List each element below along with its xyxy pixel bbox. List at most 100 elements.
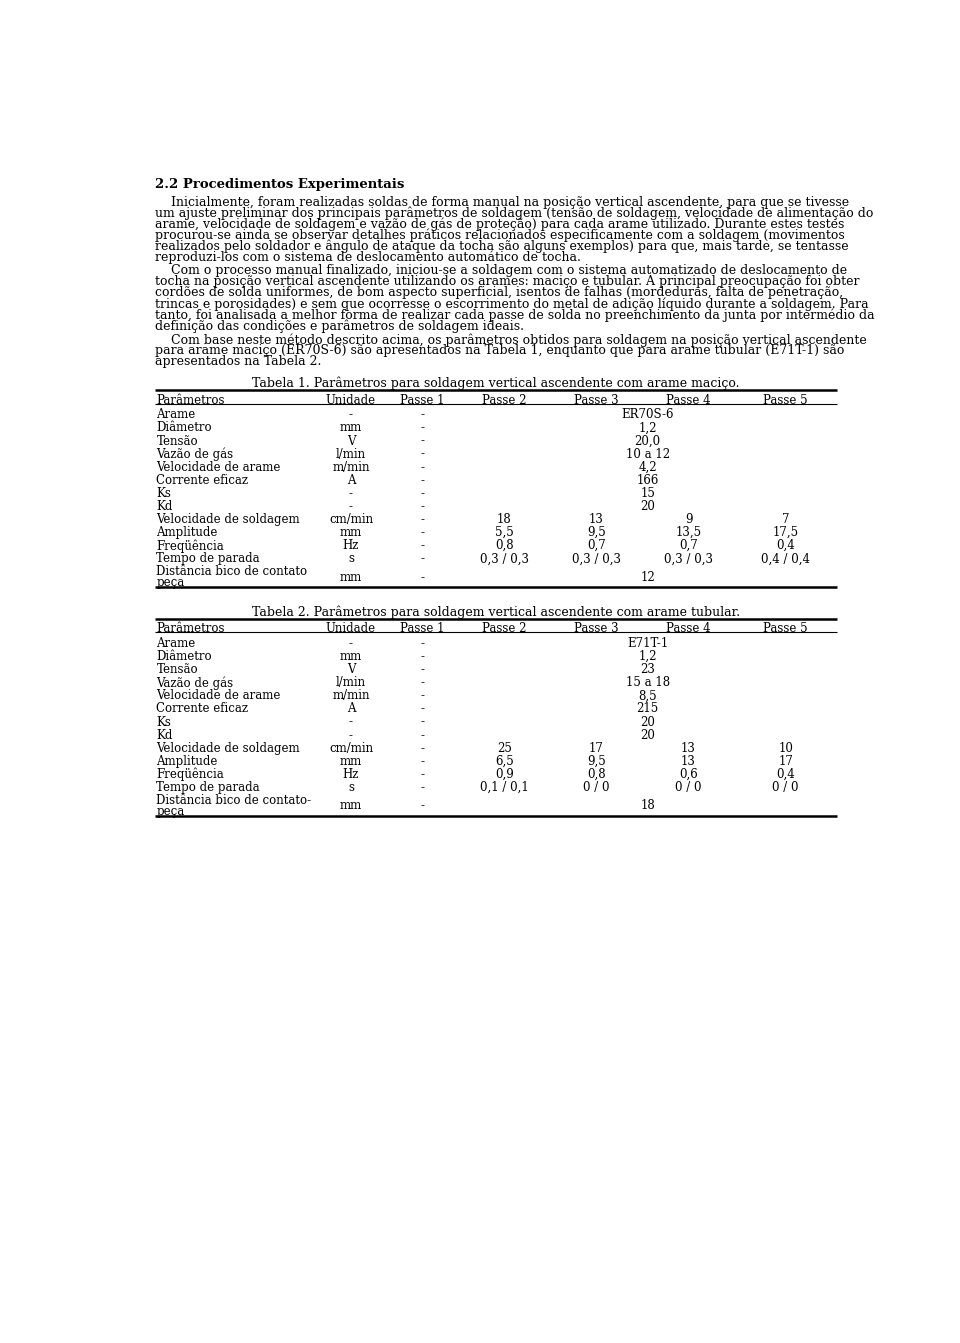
Text: Passe 4: Passe 4	[666, 393, 710, 407]
Text: cm/min: cm/min	[329, 513, 373, 526]
Text: 12: 12	[640, 571, 655, 584]
Text: mm: mm	[340, 571, 362, 584]
Text: -: -	[420, 447, 424, 461]
Text: Distância bico de contato: Distância bico de contato	[156, 565, 307, 579]
Text: apresentados na Tabela 2.: apresentados na Tabela 2.	[155, 355, 322, 368]
Text: m/min: m/min	[332, 461, 370, 474]
Text: -: -	[420, 741, 424, 755]
Text: -: -	[420, 637, 424, 650]
Text: 13,5: 13,5	[676, 526, 702, 539]
Text: 18: 18	[640, 799, 655, 813]
Text: um ajuste preliminar dos principais parâmetros de soldagem (tensão de soldagem, : um ajuste preliminar dos principais parâ…	[155, 207, 874, 220]
Text: Velocidade de soldagem: Velocidade de soldagem	[156, 741, 300, 755]
Text: -: -	[348, 716, 353, 728]
Text: -: -	[420, 408, 424, 422]
Text: 0,7: 0,7	[679, 540, 698, 552]
Text: Arame: Arame	[156, 408, 196, 422]
Text: Tensão: Tensão	[156, 435, 198, 447]
Text: -: -	[420, 513, 424, 526]
Text: -: -	[348, 637, 353, 650]
Text: Freqüência: Freqüência	[156, 768, 225, 782]
Text: definição das condições e parâmetros de soldagem ideais.: definição das condições e parâmetros de …	[155, 320, 524, 333]
Text: Com base neste método descrito acima, os parâmetros obtidos para soldagem na pos: Com base neste método descrito acima, os…	[155, 333, 867, 346]
Text: -: -	[348, 500, 353, 513]
Text: Hz: Hz	[343, 540, 359, 552]
Text: 20: 20	[640, 729, 655, 741]
Text: 17,5: 17,5	[773, 526, 799, 539]
Text: para arame maciço (ER70S-6) são apresentados na Tabela 1, enquanto que para aram: para arame maciço (ER70S-6) são apresent…	[155, 344, 844, 357]
Text: V: V	[347, 663, 355, 676]
Text: l/min: l/min	[336, 677, 366, 689]
Text: Arame: Arame	[156, 637, 196, 650]
Text: 10 a 12: 10 a 12	[626, 447, 670, 461]
Text: 7: 7	[782, 513, 789, 526]
Text: arame, velocidade de soldagem e vazão de gás de proteção) para cada arame utiliz: arame, velocidade de soldagem e vazão de…	[155, 218, 844, 231]
Text: 1,2: 1,2	[638, 422, 657, 434]
Text: Vazão de gás: Vazão de gás	[156, 677, 233, 690]
Text: Distância bico de contato-: Distância bico de contato-	[156, 794, 312, 807]
Text: 0,7: 0,7	[588, 540, 606, 552]
Text: 0,1 / 0,1: 0,1 / 0,1	[480, 782, 529, 794]
Text: -: -	[420, 526, 424, 539]
Text: mm: mm	[340, 755, 362, 768]
Text: m/min: m/min	[332, 689, 370, 702]
Text: tocha na posição vertical ascendente utilizando os arames: maciço e tubular. A p: tocha na posição vertical ascendente uti…	[155, 275, 859, 289]
Text: 215: 215	[636, 702, 659, 716]
Text: 17: 17	[779, 755, 793, 768]
Text: trincas e porosidades) e sem que ocorresse o escorrimento do metal de adição líq: trincas e porosidades) e sem que ocorres…	[155, 297, 869, 310]
Text: 20: 20	[640, 716, 655, 728]
Text: Tabela 1. Parâmetros para soldagem vertical ascendente com arame maciço.: Tabela 1. Parâmetros para soldagem verti…	[252, 377, 739, 391]
Text: -: -	[420, 677, 424, 689]
Text: realizados pelo soldador e ângulo de ataque da tocha são alguns exemplos) para q: realizados pelo soldador e ângulo de ata…	[155, 239, 849, 252]
Text: -: -	[420, 474, 424, 486]
Text: 18: 18	[497, 513, 512, 526]
Text: Corrente eficaz: Corrente eficaz	[156, 474, 249, 486]
Text: 15: 15	[640, 488, 655, 500]
Text: 0 / 0: 0 / 0	[773, 782, 799, 794]
Text: Passe 2: Passe 2	[482, 622, 527, 635]
Text: -: -	[420, 422, 424, 434]
Text: Velocidade de arame: Velocidade de arame	[156, 461, 280, 474]
Text: 166: 166	[636, 474, 659, 486]
Text: Tabela 2. Parâmetros para soldagem vertical ascendente com arame tubular.: Tabela 2. Parâmetros para soldagem verti…	[252, 606, 740, 619]
Text: Velocidade de arame: Velocidade de arame	[156, 689, 280, 702]
Text: Corrente eficaz: Corrente eficaz	[156, 702, 249, 716]
Text: Parâmetros: Parâmetros	[156, 393, 225, 407]
Text: Passe 5: Passe 5	[763, 622, 808, 635]
Text: -: -	[420, 540, 424, 552]
Text: Passe 1: Passe 1	[400, 393, 444, 407]
Text: A: A	[347, 474, 355, 486]
Text: -: -	[420, 755, 424, 768]
Text: Ks: Ks	[156, 716, 171, 728]
Text: 25: 25	[497, 741, 512, 755]
Text: 13: 13	[589, 513, 604, 526]
Text: V: V	[347, 435, 355, 447]
Text: Amplitude: Amplitude	[156, 755, 218, 768]
Text: procurou-se ainda se observar detalhes práticos relacionados especificamente com: procurou-se ainda se observar detalhes p…	[155, 228, 845, 242]
Text: Tensão: Tensão	[156, 663, 198, 676]
Text: 0 / 0: 0 / 0	[584, 782, 610, 794]
Text: 0,4: 0,4	[777, 540, 795, 552]
Text: -: -	[420, 799, 424, 813]
Text: 9,5: 9,5	[588, 755, 606, 768]
Text: Unidade: Unidade	[325, 622, 376, 635]
Text: tanto, foi analisada a melhor forma de realizar cada passe de solda no preenchim: tanto, foi analisada a melhor forma de r…	[155, 309, 875, 322]
Text: 20,0: 20,0	[635, 435, 660, 447]
Text: ER70S-6: ER70S-6	[621, 408, 674, 422]
Text: 0,4: 0,4	[777, 768, 795, 780]
Text: mm: mm	[340, 526, 362, 539]
Text: Diâmetro: Diâmetro	[156, 650, 212, 663]
Text: -: -	[420, 716, 424, 728]
Text: -: -	[420, 702, 424, 716]
Text: -: -	[420, 571, 424, 584]
Text: -: -	[420, 782, 424, 794]
Text: cm/min: cm/min	[329, 741, 373, 755]
Text: -: -	[420, 729, 424, 741]
Text: peça: peça	[156, 576, 184, 590]
Text: mm: mm	[340, 422, 362, 434]
Text: mm: mm	[340, 799, 362, 813]
Text: 20: 20	[640, 500, 655, 513]
Text: Diâmetro: Diâmetro	[156, 422, 212, 434]
Text: -: -	[420, 435, 424, 447]
Text: -: -	[348, 488, 353, 500]
